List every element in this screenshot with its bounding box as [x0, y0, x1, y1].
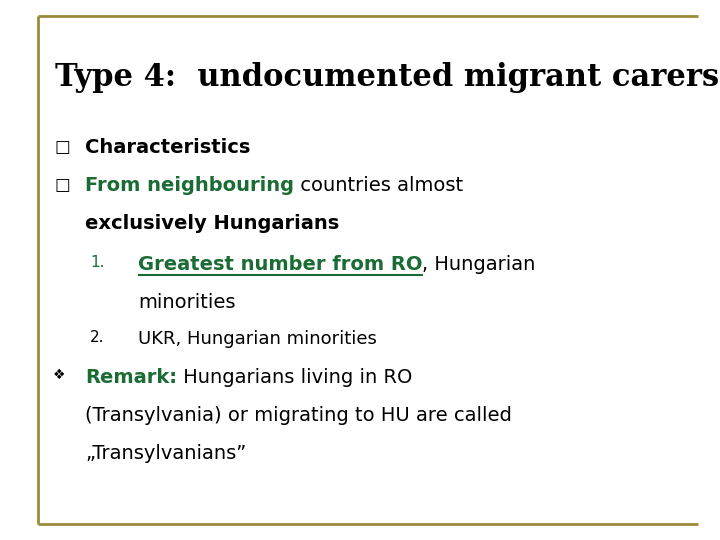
- Text: ❖: ❖: [53, 368, 66, 382]
- Text: □: □: [55, 176, 71, 194]
- Text: Characteristics: Characteristics: [85, 138, 251, 157]
- Text: UKR, Hungarian minorities: UKR, Hungarian minorities: [138, 330, 377, 348]
- Text: From neighbouring: From neighbouring: [85, 176, 294, 195]
- Text: , Hungarian: , Hungarian: [423, 255, 536, 274]
- Text: Type 4:  undocumented migrant carers: Type 4: undocumented migrant carers: [55, 62, 719, 93]
- Text: minorities: minorities: [138, 293, 235, 312]
- Text: 2.: 2.: [90, 330, 104, 345]
- Text: „Transylvanians”: „Transylvanians”: [85, 444, 246, 463]
- Text: Hungarians living in RO: Hungarians living in RO: [177, 368, 413, 387]
- Text: exclusively Hungarians: exclusively Hungarians: [85, 214, 339, 233]
- Text: □: □: [55, 138, 71, 156]
- Text: (Transylvania) or migrating to HU are called: (Transylvania) or migrating to HU are ca…: [85, 406, 512, 425]
- Text: Remark:: Remark:: [85, 368, 177, 387]
- Text: Greatest number from RO: Greatest number from RO: [138, 255, 423, 274]
- Text: 1.: 1.: [90, 255, 104, 270]
- Text: countries almost: countries almost: [294, 176, 463, 195]
